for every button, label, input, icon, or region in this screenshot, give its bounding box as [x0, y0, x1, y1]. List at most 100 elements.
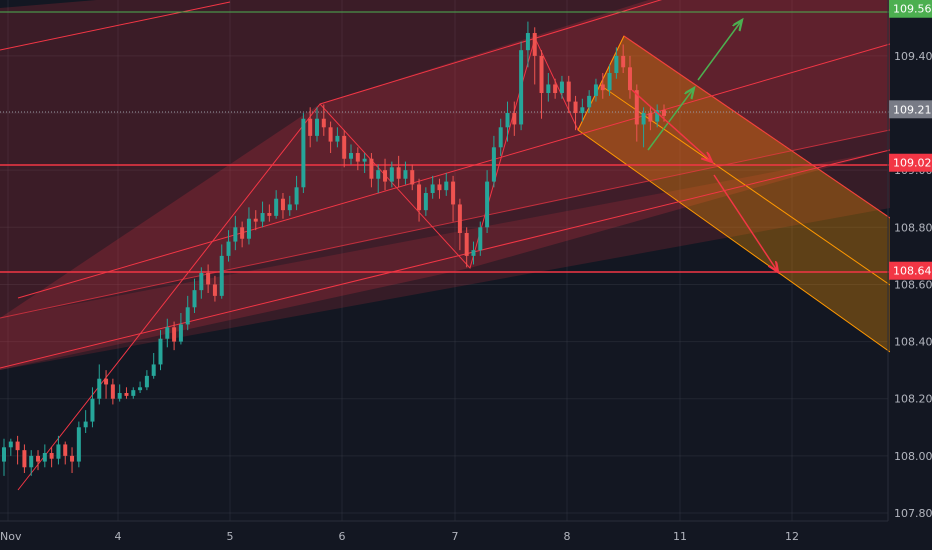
- candle: [104, 370, 109, 399]
- candle-body: [634, 90, 639, 125]
- candle-body: [519, 50, 524, 125]
- candle-body: [246, 218, 251, 239]
- candle: [76, 421, 81, 468]
- candle-body: [444, 181, 449, 191]
- candle: [274, 190, 279, 219]
- time-tick-label: 11: [673, 530, 687, 543]
- price-tag: 109.213: [889, 100, 932, 119]
- price-tag-box: [889, 0, 932, 18]
- candle-body: [335, 135, 340, 142]
- candle-body: [2, 447, 6, 462]
- time-tick-label: 7: [452, 530, 459, 543]
- candle: [110, 378, 115, 405]
- candle: [22, 444, 27, 474]
- candle-body: [308, 118, 313, 136]
- candle: [512, 101, 517, 136]
- candle-body: [192, 290, 197, 308]
- candle: [219, 244, 224, 299]
- candle: [2, 438, 6, 476]
- candle-body: [525, 33, 530, 51]
- candle: [172, 321, 177, 351]
- candle-body: [655, 110, 660, 122]
- candle-body: [580, 107, 585, 114]
- time-tick-label: 12: [785, 530, 799, 543]
- candle-body: [355, 153, 360, 162]
- candle: [199, 267, 204, 299]
- candle: [641, 107, 646, 148]
- candle: [192, 278, 197, 314]
- candle-body: [532, 33, 537, 56]
- candle: [546, 73, 551, 102]
- candle: [294, 175, 299, 211]
- time-tick-label: 8: [564, 530, 571, 543]
- price-tag: 109.565: [889, 0, 932, 18]
- candle-body: [124, 393, 129, 396]
- candle-body: [539, 55, 544, 94]
- candle: [226, 230, 231, 262]
- candle: [621, 44, 626, 74]
- candle-body: [396, 167, 401, 179]
- candle: [573, 95, 578, 131]
- candle-body: [233, 227, 238, 242]
- candle-body: [172, 327, 177, 342]
- candle-body: [498, 127, 503, 148]
- candle-body: [457, 204, 462, 234]
- candle-body: [8, 441, 13, 448]
- candle-body: [301, 118, 306, 188]
- candle: [403, 161, 408, 185]
- candle: [587, 90, 592, 114]
- time-tick-label: 4: [115, 530, 122, 543]
- candle: [655, 104, 660, 128]
- candle: [607, 64, 612, 96]
- price-tick-label: 108.200: [894, 393, 932, 406]
- candle-body: [287, 204, 292, 211]
- price-tag-label: 108.648: [893, 265, 932, 278]
- candle: [505, 101, 510, 142]
- time-scale[interactable]: Nov 4 5 6 7 8 11 12: [0, 530, 799, 543]
- candle: [138, 381, 143, 394]
- candle-body: [253, 218, 258, 222]
- candle: [423, 187, 428, 216]
- candle: [525, 21, 530, 68]
- candle-body: [83, 421, 88, 428]
- candle: [206, 264, 211, 294]
- candle-body: [90, 398, 95, 422]
- candle-body: [144, 375, 149, 388]
- candle-body: [328, 127, 333, 142]
- candle-body: [587, 95, 592, 108]
- price-tick-label: 108.600: [894, 278, 932, 291]
- candle-body: [417, 184, 422, 211]
- red-trendline-3: [17, 43, 891, 299]
- candle-body: [342, 135, 347, 159]
- candle: [355, 147, 360, 171]
- candle-body: [158, 338, 163, 365]
- candle-body: [376, 170, 381, 179]
- candle: [491, 135, 496, 188]
- candle: [342, 130, 347, 168]
- candle-body: [76, 427, 81, 462]
- price-tick-label: 108.000: [894, 450, 932, 463]
- candle: [15, 435, 20, 465]
- candle: [36, 450, 41, 471]
- red-trendline-4: [0, 149, 891, 369]
- candle: [485, 170, 490, 234]
- candle: [519, 41, 524, 131]
- candle: [383, 158, 388, 191]
- candle-body: [491, 147, 496, 182]
- candle-body: [70, 455, 75, 462]
- price-tick-label: 108.800: [894, 221, 932, 234]
- candle: [151, 353, 156, 379]
- candle-body: [627, 67, 632, 91]
- candle-body: [49, 453, 54, 459]
- candle: [451, 175, 456, 222]
- candle: [376, 164, 381, 194]
- time-scale-background: [0, 521, 932, 550]
- candle-body: [593, 84, 598, 96]
- candle-body: [42, 453, 47, 462]
- candle-body: [274, 198, 279, 216]
- candle-body: [267, 213, 272, 216]
- candle: [144, 370, 149, 391]
- candle-body: [63, 444, 68, 456]
- candle-body: [451, 181, 456, 205]
